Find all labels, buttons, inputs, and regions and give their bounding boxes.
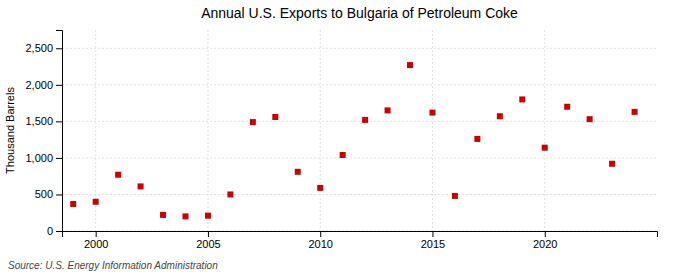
- annotation: Source: U.S. Energy Information Administ…: [8, 260, 218, 271]
- tick: 1,500: [25, 115, 62, 127]
- point: [70, 201, 76, 207]
- tick-label: 1,000: [25, 152, 53, 164]
- grid-line: [62, 121, 657, 122]
- point: [542, 145, 548, 151]
- grid-line: [544, 30, 545, 231]
- grid-line: [207, 30, 208, 231]
- tick-mark: [56, 85, 62, 86]
- tick-label: 2015: [421, 238, 445, 250]
- grid-line: [62, 194, 657, 195]
- point: [587, 116, 593, 122]
- tick-mark: [432, 231, 433, 237]
- point: [138, 183, 144, 189]
- tick-mark: [56, 48, 62, 49]
- tick-mark: [96, 231, 97, 237]
- tick: 0: [47, 225, 62, 237]
- tick-label: 2020: [533, 238, 557, 250]
- tick-mark: [56, 194, 62, 195]
- point: [340, 152, 346, 158]
- point: [407, 62, 413, 68]
- x-axis: 2000 2005 2010 2015 2020: [63, 231, 658, 250]
- title: Annual U.S. Exports to Bulgaria of Petro…: [201, 5, 518, 21]
- point: [362, 117, 368, 123]
- y-axis-label: Thousand Barrels: [4, 87, 16, 174]
- tick-label: 500: [35, 188, 53, 200]
- point: [93, 199, 99, 205]
- point: [160, 212, 166, 218]
- point: [609, 161, 615, 167]
- tick: 2020: [533, 231, 557, 250]
- point: [564, 104, 570, 110]
- grid-line: [62, 84, 657, 85]
- chart: 2000 2005 2010 2015 2020 0 500 1,000 1,500 2,000 2…: [0, 0, 675, 275]
- tick-label: 1,500: [25, 115, 53, 127]
- point: [205, 213, 211, 219]
- tick-label: 2010: [308, 238, 332, 250]
- tick-mark: [208, 231, 209, 237]
- tick-label: 2000: [84, 238, 108, 250]
- point: [317, 185, 323, 191]
- point: [632, 109, 638, 115]
- point: [295, 169, 301, 175]
- grid-line: [62, 157, 657, 158]
- points: [70, 62, 637, 219]
- tick: 2015: [421, 231, 445, 250]
- point: [385, 107, 391, 113]
- tick-label: 2,500: [25, 42, 53, 54]
- tick-label: 0: [47, 225, 53, 237]
- point: [182, 213, 188, 219]
- tick-mark: [56, 121, 62, 122]
- tick-label: 2005: [196, 238, 220, 250]
- grid-line: [432, 30, 433, 231]
- point: [272, 114, 278, 120]
- point: [227, 191, 233, 197]
- grid-line: [320, 30, 321, 231]
- tick: 1,000: [25, 152, 62, 164]
- axis-line: [63, 232, 658, 238]
- plot: 2000 2005 2010 2015 2020 0 500 1,000 1,500 2,000 2…: [25, 30, 657, 250]
- tick: 2010: [308, 231, 332, 250]
- point: [250, 119, 256, 125]
- point: [429, 110, 435, 116]
- point: [115, 172, 121, 178]
- tick-label: 2,000: [25, 79, 53, 91]
- point: [519, 96, 525, 102]
- tick-mark: [56, 231, 62, 232]
- tick-mark: [320, 231, 321, 237]
- tick: 2005: [196, 231, 220, 250]
- tick: 500: [35, 188, 62, 200]
- point: [497, 113, 503, 119]
- y-axis: 0 500 1,000 1,500 2,000 2,500: [25, 31, 62, 238]
- grid-line: [62, 48, 657, 49]
- point: [452, 193, 458, 199]
- point: [474, 136, 480, 142]
- tick: 2,500: [25, 42, 62, 54]
- tick-mark: [545, 231, 546, 237]
- tick: 2,000: [25, 79, 62, 91]
- grid: [62, 30, 657, 231]
- tick-mark: [56, 158, 62, 159]
- tick: 2000: [84, 231, 108, 250]
- axis-line: [56, 31, 63, 232]
